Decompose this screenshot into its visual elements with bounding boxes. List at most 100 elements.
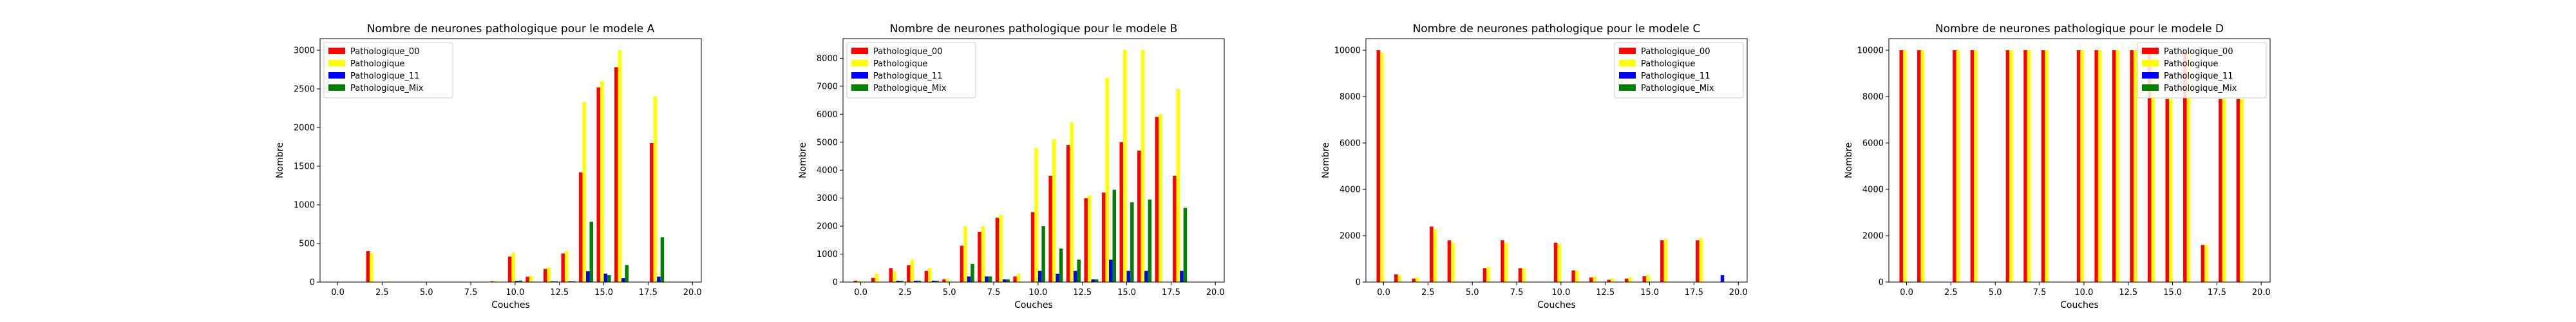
legend-swatch xyxy=(328,60,345,66)
bar xyxy=(1646,275,1650,282)
bar xyxy=(2098,50,2102,282)
bar xyxy=(1522,268,1526,282)
legend-swatch xyxy=(1619,72,1636,79)
x-tick-label: 20.0 xyxy=(1729,288,1748,298)
axes-frame xyxy=(1888,38,2271,283)
bar xyxy=(1953,50,1956,282)
chart-title: Nombre de neurones pathologique pour le … xyxy=(1413,23,1701,35)
chart-title: Nombre de neurones pathologique pour le … xyxy=(1935,23,2224,35)
y-tick-label: 7000 xyxy=(817,82,838,91)
y-tick-label: 2000 xyxy=(1340,232,1361,242)
legend-swatch xyxy=(2142,84,2159,91)
bar xyxy=(607,275,611,282)
x-tick-label: 10.0 xyxy=(1028,288,1047,298)
y-tick-label: 8000 xyxy=(1862,93,1884,102)
x-tick-label: 12.5 xyxy=(2119,288,2137,298)
legend-box xyxy=(2137,42,2267,99)
bar xyxy=(621,278,625,282)
bar xyxy=(857,280,861,282)
legend-label: Pathologique_00 xyxy=(2164,47,2233,57)
legend-label: Pathologique_00 xyxy=(1641,47,1710,57)
bar xyxy=(924,270,929,282)
y-tick-label: 4000 xyxy=(1340,185,1361,195)
bar xyxy=(889,268,893,282)
bar xyxy=(2116,50,2119,282)
bar xyxy=(518,280,522,282)
y-tick-label: 6000 xyxy=(817,110,838,120)
bar xyxy=(985,276,989,282)
legend-label: Pathologique_Mix xyxy=(350,84,424,93)
bar xyxy=(1642,276,1647,282)
y-tick-label: 1500 xyxy=(294,162,315,172)
bar xyxy=(657,276,661,282)
bar xyxy=(1105,77,1110,282)
bar xyxy=(1501,240,1504,282)
x-tick-label: 5.0 xyxy=(943,288,956,298)
legend-label: Pathologique_Mix xyxy=(2164,84,2237,93)
bar xyxy=(896,280,900,282)
bar xyxy=(914,280,918,282)
y-tick-label: 3000 xyxy=(294,46,315,56)
bar xyxy=(2219,99,2222,282)
bar xyxy=(2009,50,2013,282)
y-axis-label: Nombre xyxy=(798,142,808,178)
bar xyxy=(1416,277,1419,282)
bar xyxy=(2130,50,2134,282)
bar xyxy=(1056,273,1059,282)
bar xyxy=(2027,50,2031,282)
bar xyxy=(1970,50,1975,282)
bar xyxy=(1002,279,1007,282)
bar xyxy=(2222,99,2226,282)
bar xyxy=(1720,275,1725,282)
chart-title: Nombre de neurones pathologique pour le … xyxy=(367,23,655,35)
x-tick-label: 12.5 xyxy=(550,288,569,298)
x-tick-label: 20.0 xyxy=(2252,288,2271,298)
y-tick-label: 0 xyxy=(833,278,838,288)
bar xyxy=(875,273,879,282)
bar xyxy=(2041,50,2045,282)
bar xyxy=(2045,50,2049,282)
bar xyxy=(370,252,374,282)
bar xyxy=(942,279,946,282)
bar xyxy=(1102,192,1106,282)
legend-swatch xyxy=(328,48,345,54)
legend-label: Pathologique xyxy=(2164,59,2218,69)
bar xyxy=(614,67,618,283)
bar xyxy=(2023,50,2027,282)
bar xyxy=(2151,50,2155,282)
chart-panel-c: 0.0 2.5 5.0 7.5 10.0 12.5 15.0 17.5 20.0 0 2000 400… xyxy=(1321,23,1748,310)
x-tick-label: 2.5 xyxy=(898,288,912,298)
x-tick-label: 2.5 xyxy=(375,288,389,298)
legend-swatch xyxy=(851,60,868,66)
legend-swatch xyxy=(328,84,345,91)
bar xyxy=(1610,278,1615,282)
bar xyxy=(600,81,604,282)
bar xyxy=(515,281,519,282)
bar xyxy=(1180,270,1184,282)
bar xyxy=(543,269,547,282)
y-tick-label: 4000 xyxy=(1862,185,1884,195)
bar xyxy=(1183,207,1188,282)
bar xyxy=(971,263,974,282)
bar xyxy=(625,265,629,282)
legend-label: Pathologique xyxy=(350,59,404,69)
legend: Pathologique_00 Pathologique Pathologique_… xyxy=(846,42,976,99)
x-tick-label: 2.5 xyxy=(1421,288,1435,298)
axes-frame xyxy=(1365,38,1748,283)
bar xyxy=(1518,268,1522,282)
bar xyxy=(660,237,665,282)
chart-panel-b: 0.0 2.5 5.0 7.5 10.0 12.5 15.0 17.5 20.0 0 1000 200… xyxy=(798,23,1225,310)
y-tick-label: 3000 xyxy=(817,194,838,204)
y-tick-label: 2000 xyxy=(294,124,315,133)
bar xyxy=(1048,175,1052,282)
bar xyxy=(1137,150,1141,282)
bar xyxy=(618,50,622,282)
bar xyxy=(1628,277,1633,282)
x-tick-label: 15.0 xyxy=(594,288,613,298)
bar xyxy=(564,251,569,282)
legend: Pathologique_00 Pathologique Pathologique_… xyxy=(323,42,453,99)
bar xyxy=(2201,245,2205,282)
bar xyxy=(1091,279,1095,282)
y-tick-label: 2000 xyxy=(817,222,838,232)
